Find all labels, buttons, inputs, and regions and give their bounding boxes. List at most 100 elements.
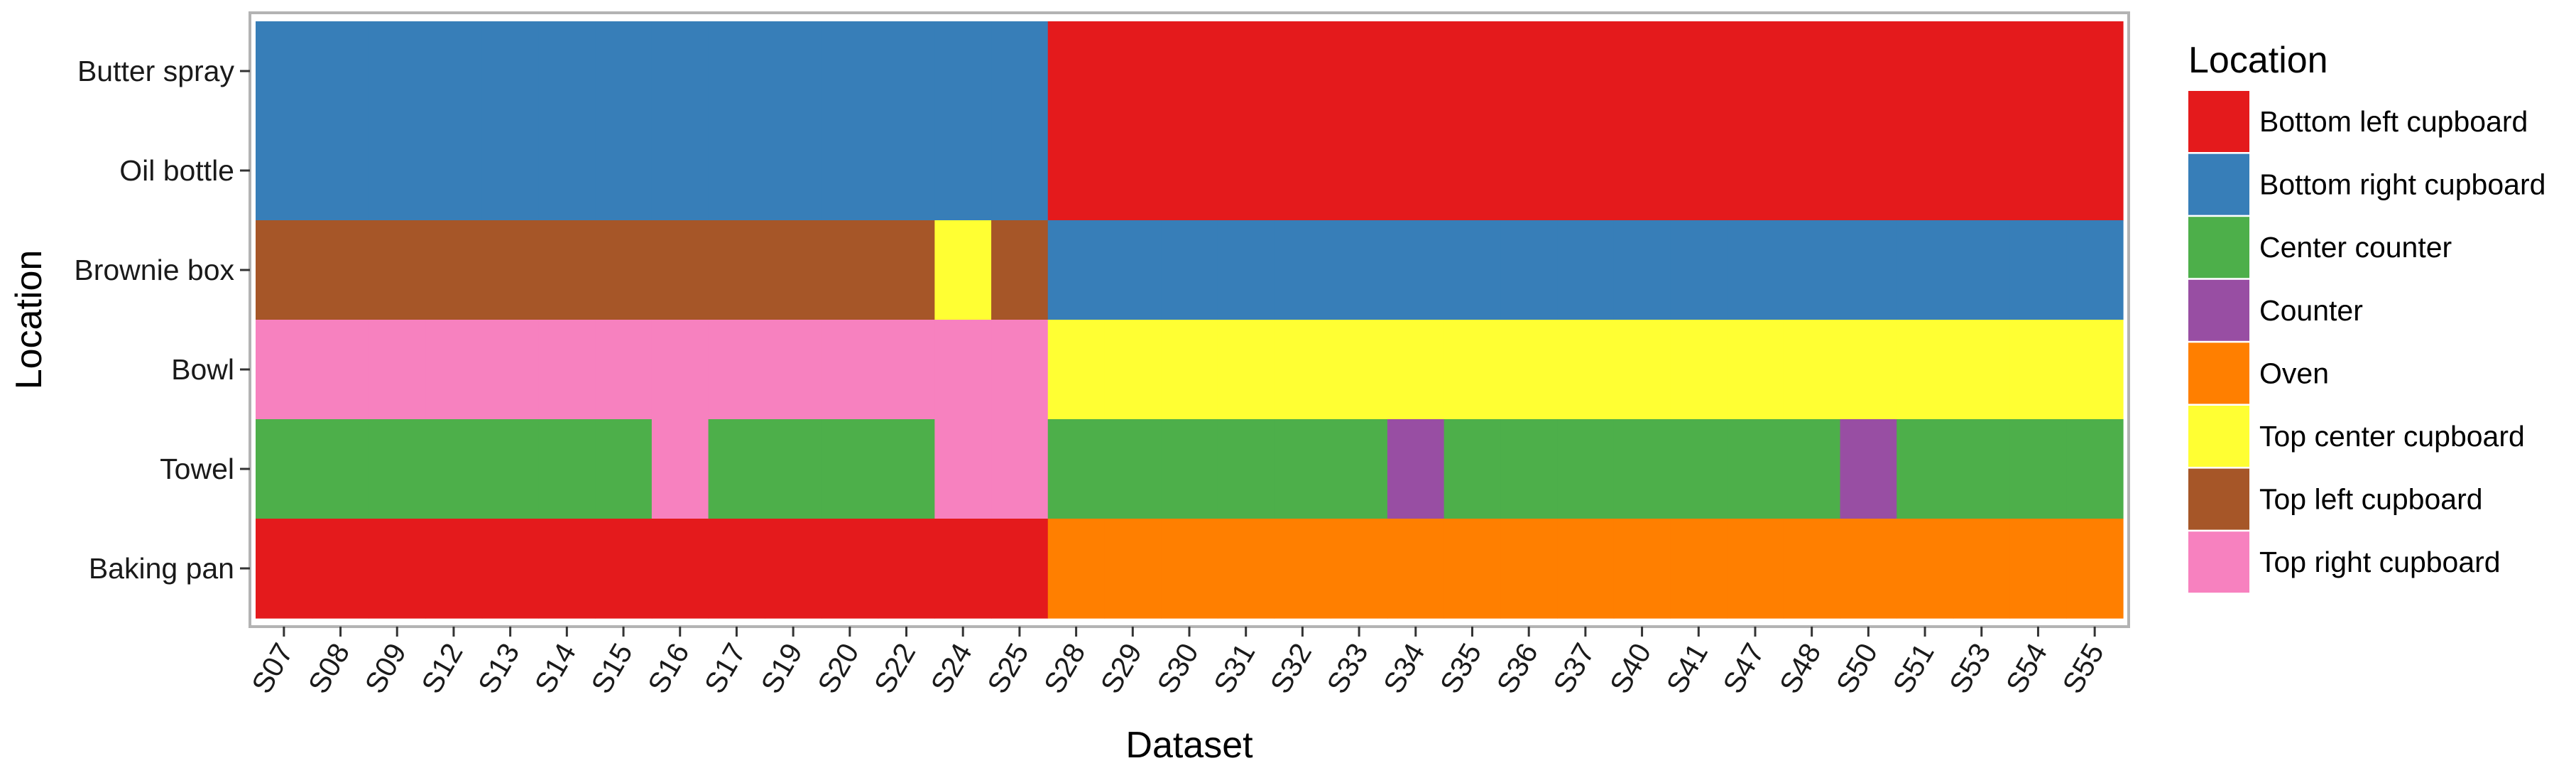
- heatmap-cell: [765, 519, 822, 619]
- heatmap-cell: [256, 320, 313, 420]
- heatmap-cell: [991, 419, 1049, 519]
- heatmap-cell: [1500, 121, 1558, 221]
- heatmap-cell: [1161, 121, 1218, 221]
- heatmap-cell: [1670, 21, 1728, 121]
- x-tick-label: S28: [1037, 638, 1091, 699]
- heatmap-cell: [1274, 21, 1331, 121]
- x-tick-label: S16: [641, 638, 695, 699]
- heatmap-cell: [1896, 519, 1954, 619]
- legend-key: [2188, 217, 2249, 279]
- heatmap-cell: [1443, 519, 1501, 619]
- x-tick-label: S37: [1546, 638, 1600, 699]
- heatmap-cell: [651, 21, 709, 121]
- x-tick-label: S33: [1321, 638, 1375, 699]
- heatmap-cell: [934, 21, 992, 121]
- heatmap-cell: [934, 419, 992, 519]
- heatmap-cell: [1217, 419, 1275, 519]
- heatmap-cell: [2066, 21, 2124, 121]
- heatmap-cell: [934, 519, 992, 619]
- heatmap-cell: [595, 21, 653, 121]
- x-tick-label: S55: [2056, 638, 2110, 699]
- x-axis-title: Dataset: [1125, 725, 1253, 766]
- heatmap-cell: [538, 121, 596, 221]
- heatmap-cell: [2066, 419, 2124, 519]
- heatmap-cell: [1896, 320, 1954, 420]
- heatmap-cell: [2009, 419, 2067, 519]
- heatmap-cell: [991, 21, 1049, 121]
- x-tick-label: S17: [698, 638, 752, 699]
- heatmap-cell: [1161, 220, 1218, 320]
- x-tick-label: S13: [471, 638, 525, 699]
- heatmap-cell: [1500, 320, 1558, 420]
- heatmap-cell: [1047, 21, 1106, 121]
- x-tick-label: S50: [1830, 638, 1884, 699]
- heatmap-cell: [1557, 121, 1615, 221]
- heatmap-cell: [369, 121, 426, 221]
- legend-key: [2188, 279, 2249, 341]
- heatmap-cell: [1727, 419, 1784, 519]
- x-tick-label: S34: [1377, 638, 1431, 699]
- heatmap-cell: [481, 121, 540, 221]
- heatmap-cell: [1217, 320, 1275, 420]
- heatmap-cell: [1387, 220, 1445, 320]
- heatmap-cell: [934, 320, 992, 420]
- x-tick-label: S47: [1716, 638, 1770, 699]
- heatmap-cell: [256, 419, 313, 519]
- heatmap-cell: [708, 419, 765, 519]
- heatmap-cell: [1217, 21, 1275, 121]
- heatmap-cell: [1331, 121, 1388, 221]
- heatmap-cell: [1500, 419, 1558, 519]
- heatmap-cell: [1840, 519, 1897, 619]
- heatmap-cell: [765, 21, 822, 121]
- heatmap-cell: [1953, 320, 2011, 420]
- legend-label: Top right cupboard: [2259, 546, 2501, 578]
- heatmap-cell: [1896, 419, 1954, 519]
- heatmap-cell: [878, 220, 935, 320]
- heatmap-cell: [1161, 320, 1218, 420]
- heatmap-cell: [1557, 220, 1615, 320]
- heatmap-cell: [1953, 419, 2011, 519]
- heatmap-cell: [538, 21, 596, 121]
- heatmap-cell: [1104, 320, 1162, 420]
- heatmap-cell: [312, 21, 369, 121]
- heatmap-cell: [1161, 21, 1218, 121]
- heatmap-cell: [538, 519, 596, 619]
- heatmap-cell: [651, 121, 709, 221]
- x-tick-label: S36: [1490, 638, 1544, 699]
- heatmap-cell: [821, 21, 879, 121]
- heatmap-cell: [821, 320, 879, 420]
- heatmap-cell: [821, 519, 879, 619]
- heatmap-cell: [369, 21, 426, 121]
- heatmap-cell: [1613, 419, 1671, 519]
- heatmap-cell: [1783, 121, 1841, 221]
- heatmap-cell: [765, 220, 822, 320]
- y-axis-title: Location: [9, 250, 50, 390]
- heatmap-cell: [2066, 519, 2124, 619]
- x-tick-label: S40: [1603, 638, 1657, 699]
- heatmap-cell: [1840, 320, 1897, 420]
- legend-label: Oven: [2259, 357, 2329, 389]
- x-tick-label: S25: [981, 638, 1035, 699]
- x-tick-label: S48: [1773, 638, 1827, 699]
- heatmap-cell: [2066, 320, 2124, 420]
- x-tick-label: S09: [359, 638, 413, 699]
- heatmap-cell: [256, 21, 313, 121]
- heatmap-cell: [312, 419, 369, 519]
- heatmap-cell: [595, 419, 653, 519]
- heatmap-cell: [481, 419, 540, 519]
- heatmap-cell: [2066, 220, 2124, 320]
- heatmap-cell: [1670, 519, 1728, 619]
- heatmap-cell: [2009, 220, 2067, 320]
- heatmap-cell: [991, 320, 1049, 420]
- heatmap-cell: [1331, 21, 1388, 121]
- heatmap-cell: [538, 419, 596, 519]
- heatmap-cell: [1500, 220, 1558, 320]
- heatmap-cell: [1557, 419, 1615, 519]
- heatmap-cell: [2009, 121, 2067, 221]
- heatmap-cell: [595, 220, 653, 320]
- heatmap-cell: [1387, 21, 1445, 121]
- heatmap-cell: [425, 121, 483, 221]
- heatmap-cell: [312, 519, 369, 619]
- heatmap-cell: [1443, 121, 1501, 221]
- heatmap-cell: [1953, 220, 2011, 320]
